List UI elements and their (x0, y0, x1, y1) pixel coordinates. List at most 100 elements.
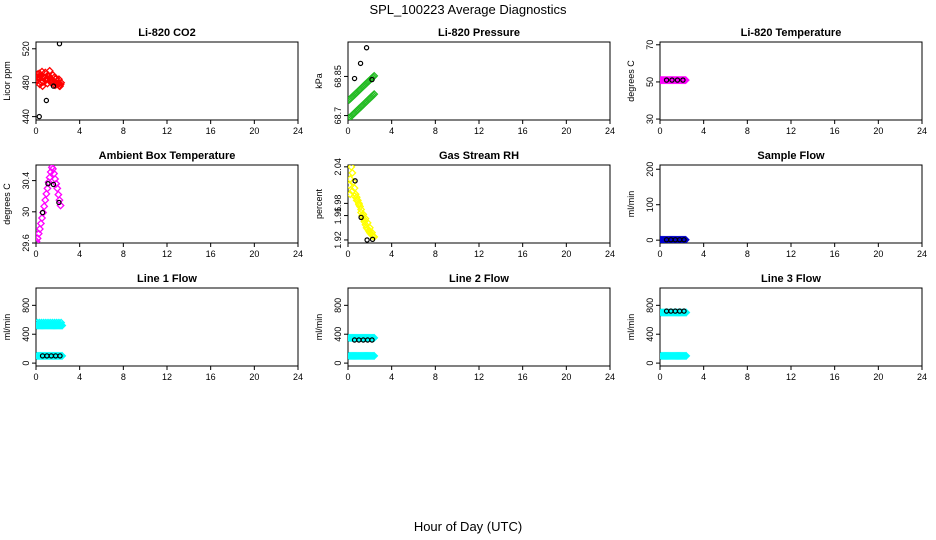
average-point (50, 83, 57, 89)
sample-point (36, 219, 46, 228)
y-axis-label: degrees C (626, 60, 636, 102)
y-tick-label: 0 (645, 238, 655, 243)
plot-frame (35, 287, 299, 367)
panel-title: Gas Stream RH (439, 150, 519, 162)
sample-point (36, 224, 44, 234)
y-tick-label: 400 (21, 327, 31, 342)
series-averages (352, 178, 376, 243)
sample-point (37, 213, 47, 223)
sample-point (680, 75, 689, 85)
average-point (663, 77, 670, 83)
plot-frame (659, 164, 923, 244)
panel-4: Ambient Box Temperature 0 4 8 12 16 20 24 29.6 30… (2, 150, 303, 259)
y-tick-label: 0 (21, 361, 31, 366)
data-points (660, 308, 691, 361)
panel-title: Ambient Box Temperature (99, 150, 236, 162)
figure-title: SPL_100223 Average Diagnostics (369, 2, 567, 17)
x-tick-label: 20 (873, 372, 883, 382)
y-tick-label: 200 (645, 162, 655, 177)
x-tick-label: 8 (121, 126, 126, 136)
y-axis-label: Licor ppm (2, 61, 12, 101)
data-points (348, 165, 379, 243)
sample-point (36, 237, 41, 243)
panel-title: Li-820 Temperature (741, 27, 842, 39)
x-tick-label: 4 (701, 372, 706, 382)
x-tick-label: 8 (745, 126, 750, 136)
y-tick-label: 1.96 (333, 207, 343, 225)
average-point (681, 308, 687, 314)
sample-point (681, 235, 690, 243)
panel-title: Line 1 Flow (137, 273, 197, 285)
x-tick-label: 20 (561, 249, 571, 259)
y-tick-label: 68.85 (333, 65, 343, 88)
plot-frame (35, 164, 299, 244)
x-tick-label: 24 (605, 372, 615, 382)
y-tick-label: 1.98 (333, 195, 343, 213)
sample-point (58, 351, 67, 361)
series-averages (39, 353, 63, 359)
series-samples (348, 71, 379, 120)
x-tick-label: 12 (786, 249, 796, 259)
sample-point (53, 184, 62, 193)
data-points (36, 318, 67, 361)
y-axis-label: kPa (314, 73, 324, 89)
y-tick-label: 440 (21, 109, 31, 124)
average-point (363, 45, 370, 51)
x-tick-label: 0 (33, 126, 38, 136)
x-tick-label: 8 (433, 372, 438, 382)
y-tick-label: 29.6 (21, 234, 31, 252)
series-samples (660, 308, 691, 361)
x-tick-label: 24 (293, 126, 303, 136)
sample-point (368, 333, 378, 342)
x-tick-label: 8 (433, 126, 438, 136)
sample-point (682, 351, 691, 361)
x-tick-label: 0 (33, 372, 38, 382)
y-tick-label: 0 (645, 361, 655, 366)
x-tick-label: 8 (745, 372, 750, 382)
data-points (660, 75, 690, 85)
series-averages (351, 337, 375, 343)
sample-point (56, 351, 66, 361)
x-tick-label: 24 (605, 126, 615, 136)
sample-point (54, 190, 63, 199)
y-tick-label: 50 (645, 77, 655, 87)
series-averages (663, 237, 687, 243)
x-tick-label: 12 (474, 126, 484, 136)
sample-point (54, 318, 64, 327)
y-axis-label: degrees C (2, 183, 12, 225)
x-tick-label: 20 (561, 126, 571, 136)
y-axis-label: ml/min (2, 314, 12, 341)
y-axis-label: ml/min (626, 314, 636, 341)
plot-frame (347, 164, 611, 244)
y-axis-label: ml/min (314, 314, 324, 341)
y-tick-label: 400 (645, 327, 655, 342)
sample-point (359, 214, 368, 223)
average-point (43, 97, 50, 104)
y-tick-label: 100 (645, 197, 655, 212)
plot-frame (347, 41, 611, 121)
sample-point (680, 308, 690, 317)
x-axis-label: Hour of Day (UTC) (414, 519, 522, 534)
average-point (45, 181, 51, 187)
y-tick-label: 30.4 (21, 172, 31, 190)
sample-point (40, 202, 49, 211)
plot-frame (659, 287, 923, 367)
x-tick-label: 12 (162, 372, 172, 382)
sample-point (370, 90, 379, 99)
panel-title: Line 2 Flow (449, 273, 509, 285)
x-tick-label: 4 (389, 372, 394, 382)
panel-title: Line 3 Flow (761, 273, 821, 285)
average-point (369, 236, 376, 243)
data-points (36, 42, 66, 120)
x-tick-label: 4 (701, 126, 706, 136)
sample-point (348, 168, 357, 178)
series-averages (663, 308, 687, 314)
average-point (669, 77, 675, 83)
y-tick-label: 70 (645, 40, 655, 50)
x-tick-label: 16 (206, 126, 216, 136)
y-tick-label: 400 (333, 327, 343, 342)
y-tick-label: 30 (645, 114, 655, 124)
panel-8: Line 2 Flow 0 4 8 12 16 20 24 0 400 800 ml/min (314, 273, 615, 382)
y-tick-label: 800 (645, 298, 655, 313)
y-tick-label: 68.7 (333, 107, 343, 125)
